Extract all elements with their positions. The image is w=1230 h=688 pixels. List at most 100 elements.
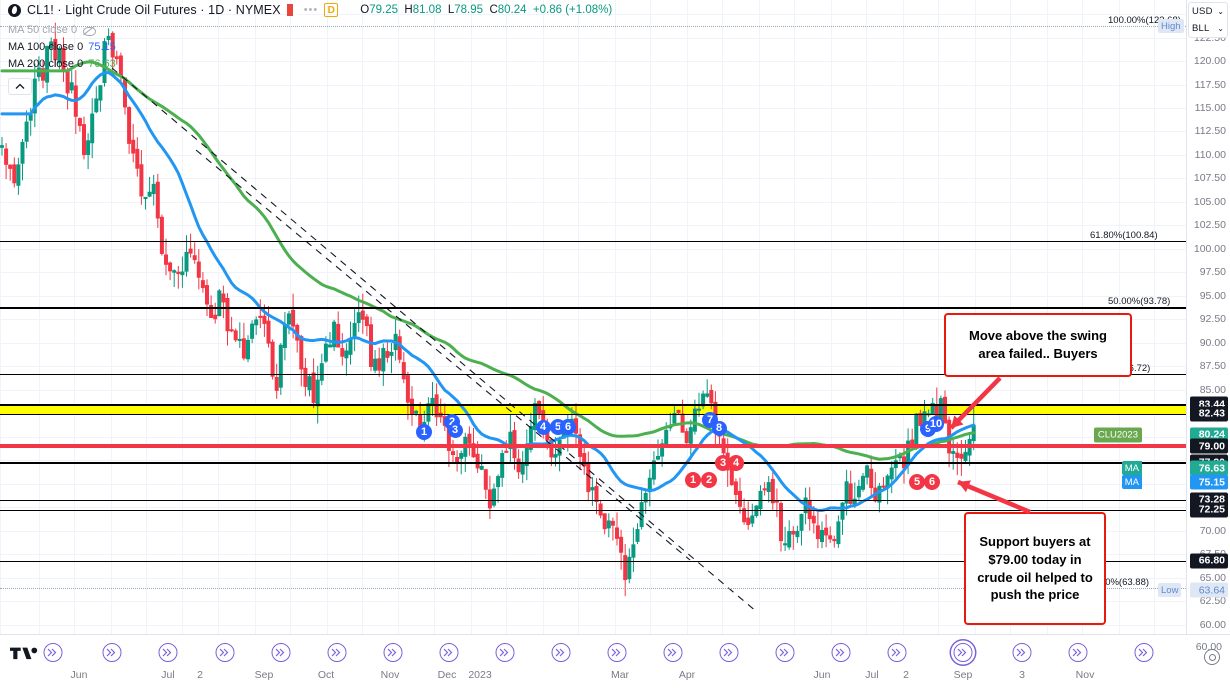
replay-marker-9[interactable]: [551, 643, 571, 662]
high-value: 81.08: [412, 4, 442, 16]
close-label: C: [489, 4, 498, 16]
ma-legend-row-200[interactable]: MA 200 close 0 76.63: [8, 56, 116, 73]
grid-line-vertical: [794, 0, 795, 634]
horizontal-level-line[interactable]: [0, 509, 1186, 511]
unit-row[interactable]: BLL ⌄: [1189, 20, 1227, 37]
replay-marker-17[interactable]: [1012, 643, 1032, 662]
low-value: 78.95: [454, 4, 484, 16]
ma-legend-row-100[interactable]: MA 100 close 0 75.15: [8, 39, 116, 56]
swing-marker-blue-4[interactable]: 4: [535, 419, 551, 435]
more-options-icon[interactable]: •••: [303, 4, 319, 16]
currency-unit-selector[interactable]: USD ⌄ BLL ⌄: [1188, 2, 1228, 38]
swing-marker-red-5[interactable]: 5: [909, 474, 925, 490]
trendline-dashed[interactable]: [111, 67, 758, 613]
flag-icon[interactable]: [286, 4, 298, 16]
tradingview-logo-icon[interactable]: [10, 645, 38, 665]
eye-off-icon[interactable]: [82, 25, 97, 36]
swing-marker-blue-6[interactable]: 6: [560, 419, 576, 435]
replay-marker-18[interactable]: [1068, 643, 1088, 662]
price-axis-tick: 107.50: [1193, 172, 1226, 185]
replay-marker-12[interactable]: [719, 643, 739, 662]
annotation-note-swing[interactable]: Move above the swing area failed.. Buyer…: [944, 313, 1132, 377]
collapse-legend-button[interactable]: [8, 78, 32, 95]
horizontal-level-line[interactable]: [0, 560, 1186, 563]
swing-marker-red-3[interactable]: 3: [715, 455, 731, 471]
ma-200-label: MA 200 close 0: [8, 58, 84, 70]
grid-line-vertical: [831, 0, 832, 634]
replay-marker-13[interactable]: [775, 643, 795, 662]
support-line-79[interactable]: [0, 444, 1186, 449]
horizontal-level-line[interactable]: [0, 373, 1186, 376]
price-axis-tick: 92.50: [1199, 313, 1226, 326]
trendline-dashed[interactable]: [195, 149, 691, 561]
replay-marker-1[interactable]: [102, 643, 122, 662]
fib-level-label: 0.00%(63.88): [1092, 577, 1150, 589]
replay-marker-2[interactable]: [158, 643, 178, 662]
price-tag-76.63: 76.63: [1190, 460, 1228, 476]
grid-line-vertical: [687, 0, 688, 634]
replay-marker-4[interactable]: [271, 643, 291, 662]
replay-marker-0[interactable]: [43, 643, 63, 662]
chart-settings-gear-icon[interactable]: [1204, 649, 1220, 665]
grid-line-vertical: [218, 0, 219, 634]
ma-100-label: MA 100 close 0: [8, 41, 84, 53]
price-axis-tick: 100.00: [1193, 242, 1226, 255]
grid-line-horizontal: [0, 178, 1186, 180]
replay-marker-14[interactable]: [831, 643, 851, 662]
ma-100-value: 75.15: [88, 41, 116, 53]
currency-value: USD: [1192, 6, 1213, 17]
ma-legend-row-50[interactable]: MA 50 close 0: [8, 22, 116, 39]
grid-line-horizontal: [0, 154, 1186, 156]
horizontal-level-line[interactable]: [0, 462, 1186, 464]
grid-line-horizontal: [0, 554, 1186, 556]
grid-line-horizontal: [0, 483, 1186, 485]
swing-marker-red-2[interactable]: 2: [701, 472, 717, 488]
grid-line-horizontal: [0, 389, 1186, 391]
swing-marker-red-6[interactable]: 6: [924, 474, 940, 490]
time-axis-tick: Oct: [317, 669, 335, 681]
grid-line-horizontal: [0, 272, 1186, 274]
currency-row[interactable]: USD ⌄: [1189, 3, 1227, 20]
ohlc-values: O79.25 H81.08 L78.95 C80.24 +0.86 (+1.08…: [360, 4, 612, 16]
horizontal-level-line[interactable]: [0, 413, 1186, 416]
swing-marker-red-1[interactable]: 1: [685, 472, 701, 488]
replay-marker-3[interactable]: [215, 643, 235, 662]
replay-marker-19[interactable]: [1134, 643, 1154, 662]
chart-header: CL1! · Light Crude Oil Futures · 1D · NY…: [0, 0, 1230, 20]
extreme-label-low: Low: [1158, 583, 1182, 598]
price-axis-tick: 62.50: [1199, 595, 1226, 608]
grid-line-horizontal: [0, 601, 1186, 603]
horizontal-level-line[interactable]: [0, 307, 1186, 309]
annotation-note-support[interactable]: Support buyers at $79.00 today in crude …: [964, 512, 1106, 625]
time-axis[interactable]: Jun Jul 2 Sep Oct Nov Dec 2023 Mar Apr Jun Jul 2 Sep 3…: [0, 634, 1230, 688]
swing-marker-blue-10[interactable]: 10: [928, 416, 944, 432]
replay-marker-16[interactable]: [953, 643, 973, 662]
swing-marker-blue-3[interactable]: 3: [447, 422, 463, 438]
horizontal-level-line[interactable]: [0, 241, 1186, 243]
horizontal-level-line[interactable]: [0, 499, 1186, 502]
moving-average-line: [0, 71, 976, 512]
grid-line-horizontal: [0, 577, 1186, 579]
replay-marker-8[interactable]: [495, 643, 515, 662]
replay-marker-10[interactable]: [607, 643, 627, 662]
replay-marker-11[interactable]: [663, 643, 683, 662]
time-axis-tick: Dec: [437, 669, 457, 681]
price-axis-tick: 97.50: [1199, 266, 1226, 279]
close-value: 80.24: [497, 4, 527, 16]
replay-marker-15[interactable]: [887, 643, 907, 662]
interval-badge[interactable]: D: [324, 3, 339, 17]
horizontal-level-line[interactable]: [0, 26, 1186, 28]
price-axis[interactable]: 125.00122.50120.00117.50115.00112.50110.…: [1186, 0, 1230, 634]
replay-marker-7[interactable]: [439, 643, 459, 662]
swing-marker-blue-8[interactable]: 8: [711, 420, 727, 436]
symbol-title[interactable]: CL1! · Light Crude Oil Futures · 1D · NY…: [27, 3, 281, 17]
horizontal-level-line[interactable]: [0, 588, 1186, 590]
replay-marker-6[interactable]: [383, 643, 403, 662]
swing-marker-blue-1[interactable]: 1: [416, 424, 432, 440]
price-axis-tick: 90.00: [1199, 336, 1226, 349]
horizontal-level-line[interactable]: [0, 404, 1186, 406]
chart-pane[interactable]: 100.00%(123.68) 61.80%(100.84) 50.00%(93.7…: [0, 0, 1186, 634]
swing-marker-red-4[interactable]: 4: [728, 455, 744, 471]
replay-marker-5[interactable]: [327, 643, 347, 662]
price-axis-tick: 60.00: [1199, 618, 1226, 631]
